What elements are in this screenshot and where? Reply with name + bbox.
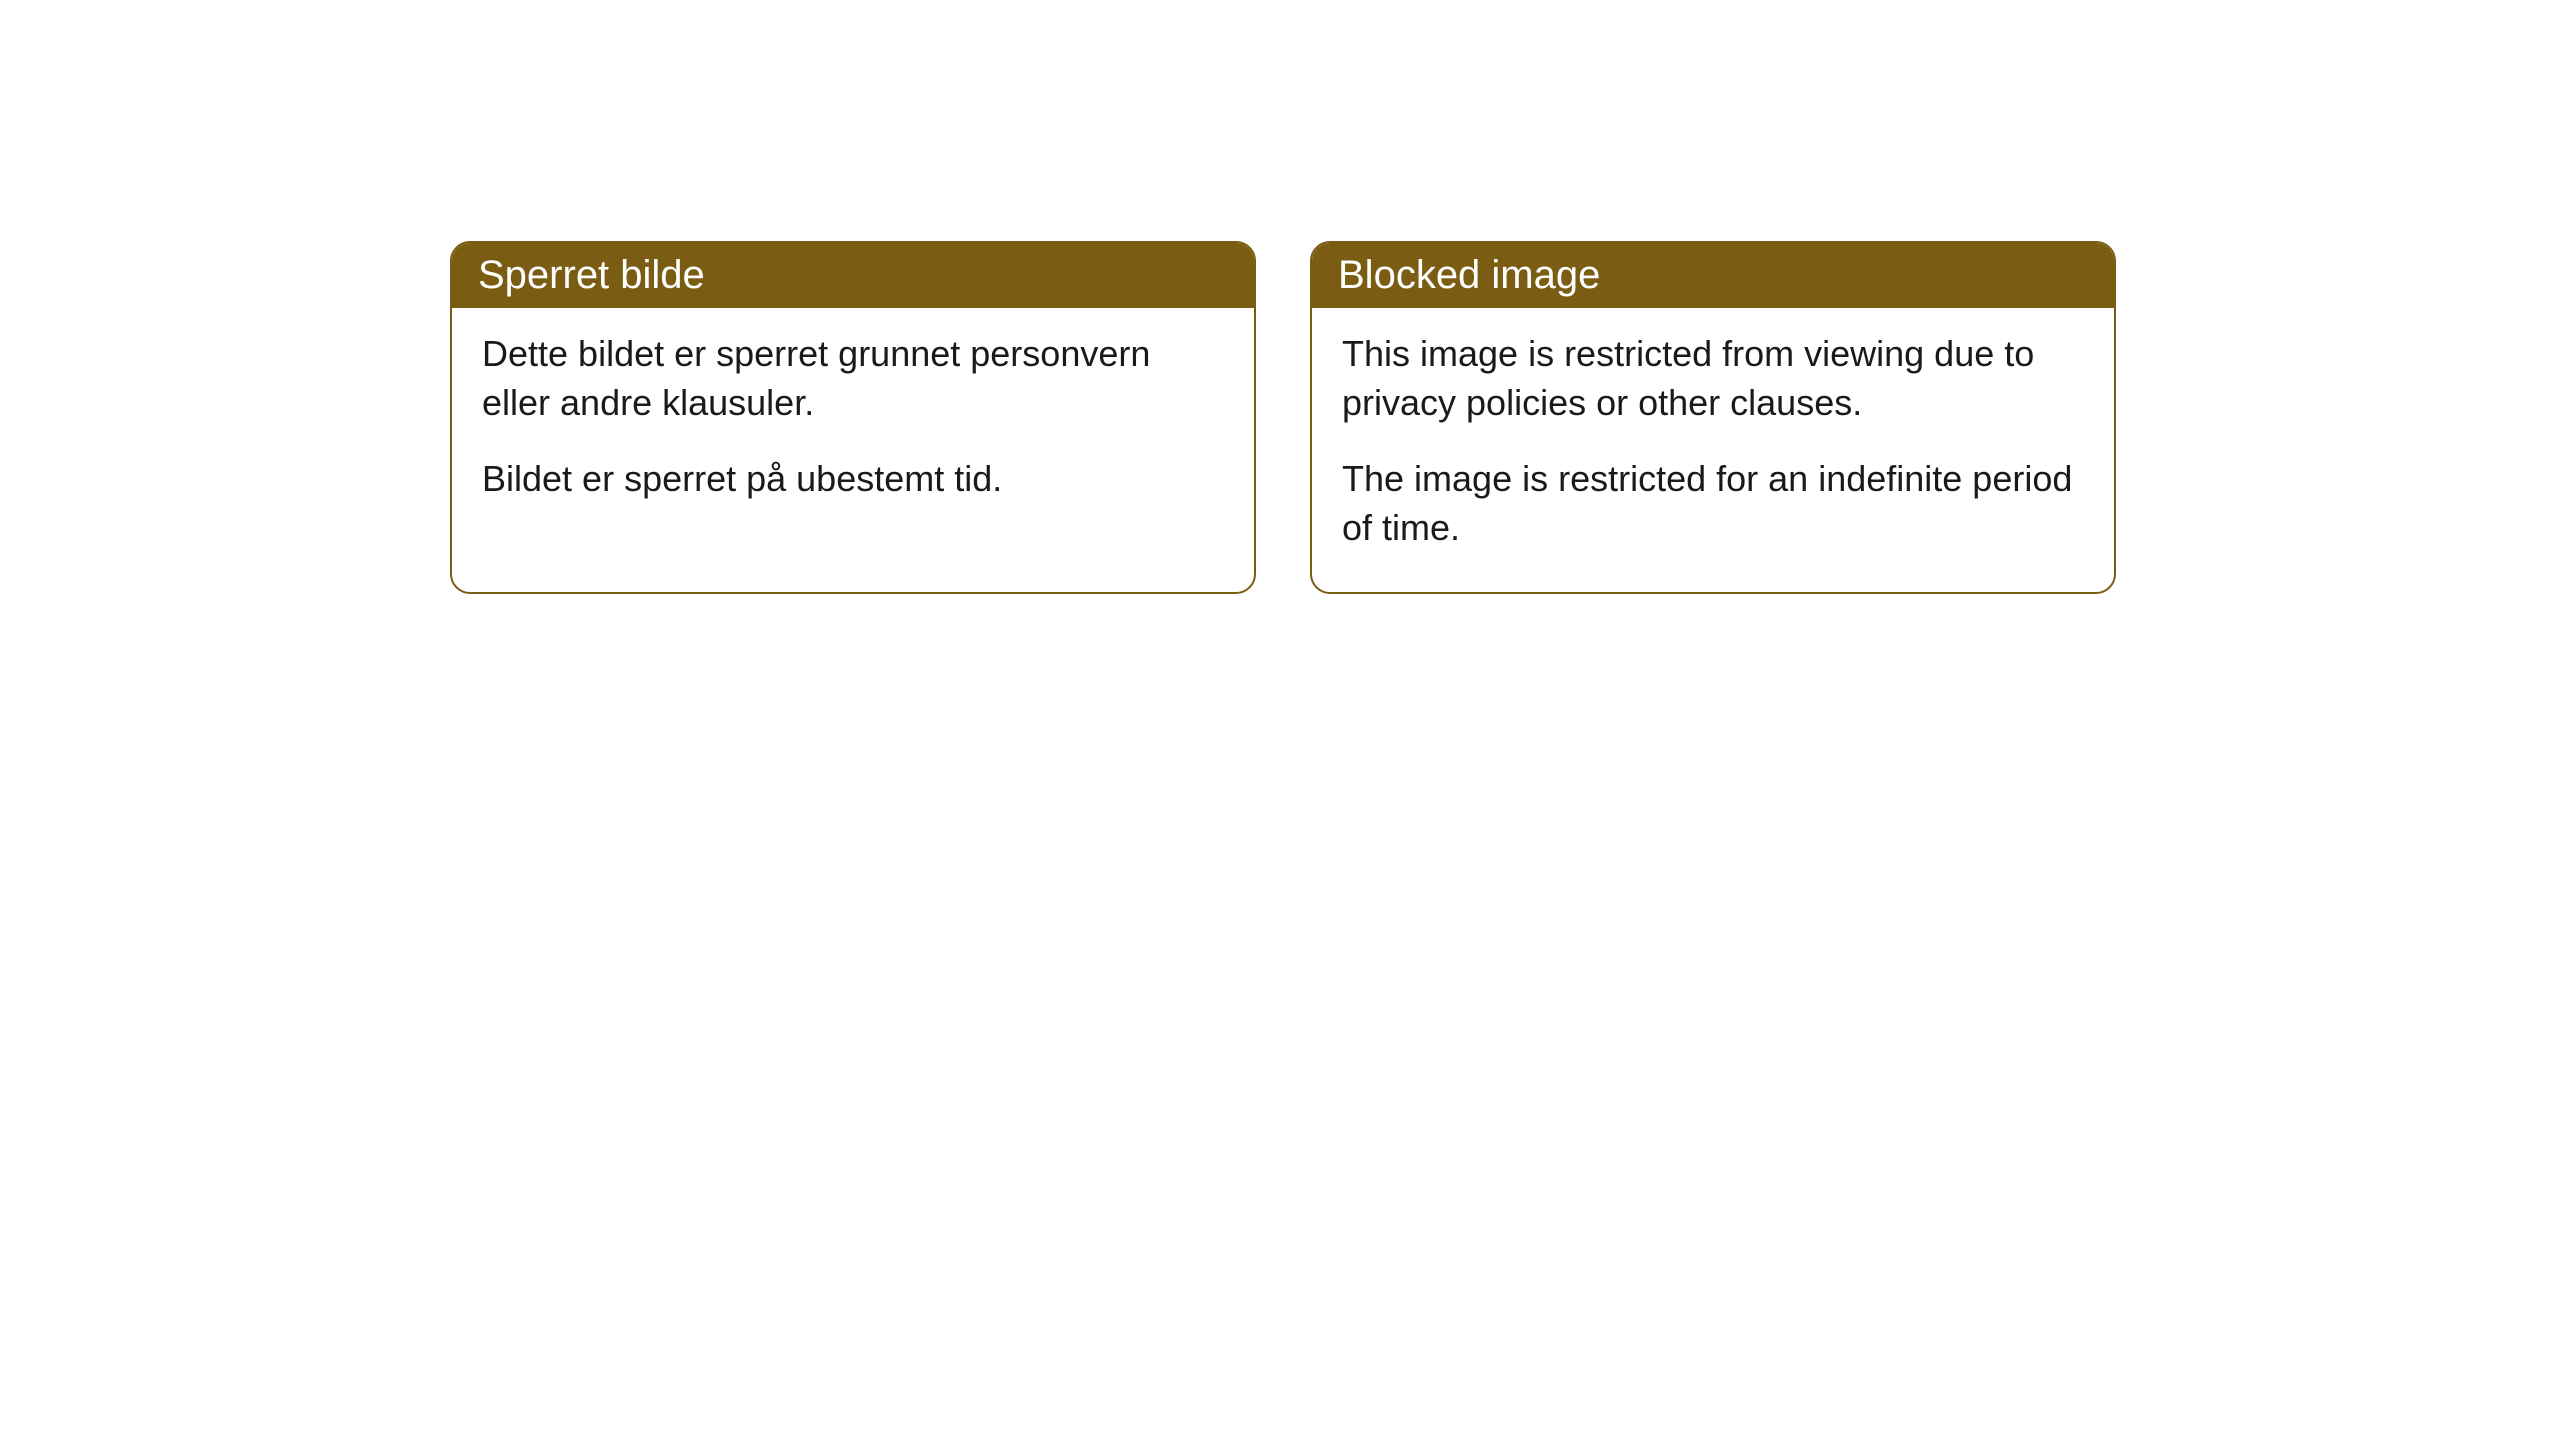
card-body: Dette bildet er sperret grunnet personve… [452, 308, 1254, 544]
card-body: This image is restricted from viewing du… [1312, 308, 2114, 592]
blocked-image-card-no: Sperret bilde Dette bildet er sperret gr… [450, 241, 1256, 594]
card-paragraph: This image is restricted from viewing du… [1342, 330, 2084, 427]
card-header: Blocked image [1312, 243, 2114, 308]
card-paragraph: Bildet er sperret på ubestemt tid. [482, 455, 1224, 504]
notice-container: Sperret bilde Dette bildet er sperret gr… [450, 241, 2116, 594]
card-title: Sperret bilde [478, 253, 705, 297]
blocked-image-card-en: Blocked image This image is restricted f… [1310, 241, 2116, 594]
card-paragraph: Dette bildet er sperret grunnet personve… [482, 330, 1224, 427]
card-title: Blocked image [1338, 253, 1600, 297]
card-paragraph: The image is restricted for an indefinit… [1342, 455, 2084, 552]
card-header: Sperret bilde [452, 243, 1254, 308]
